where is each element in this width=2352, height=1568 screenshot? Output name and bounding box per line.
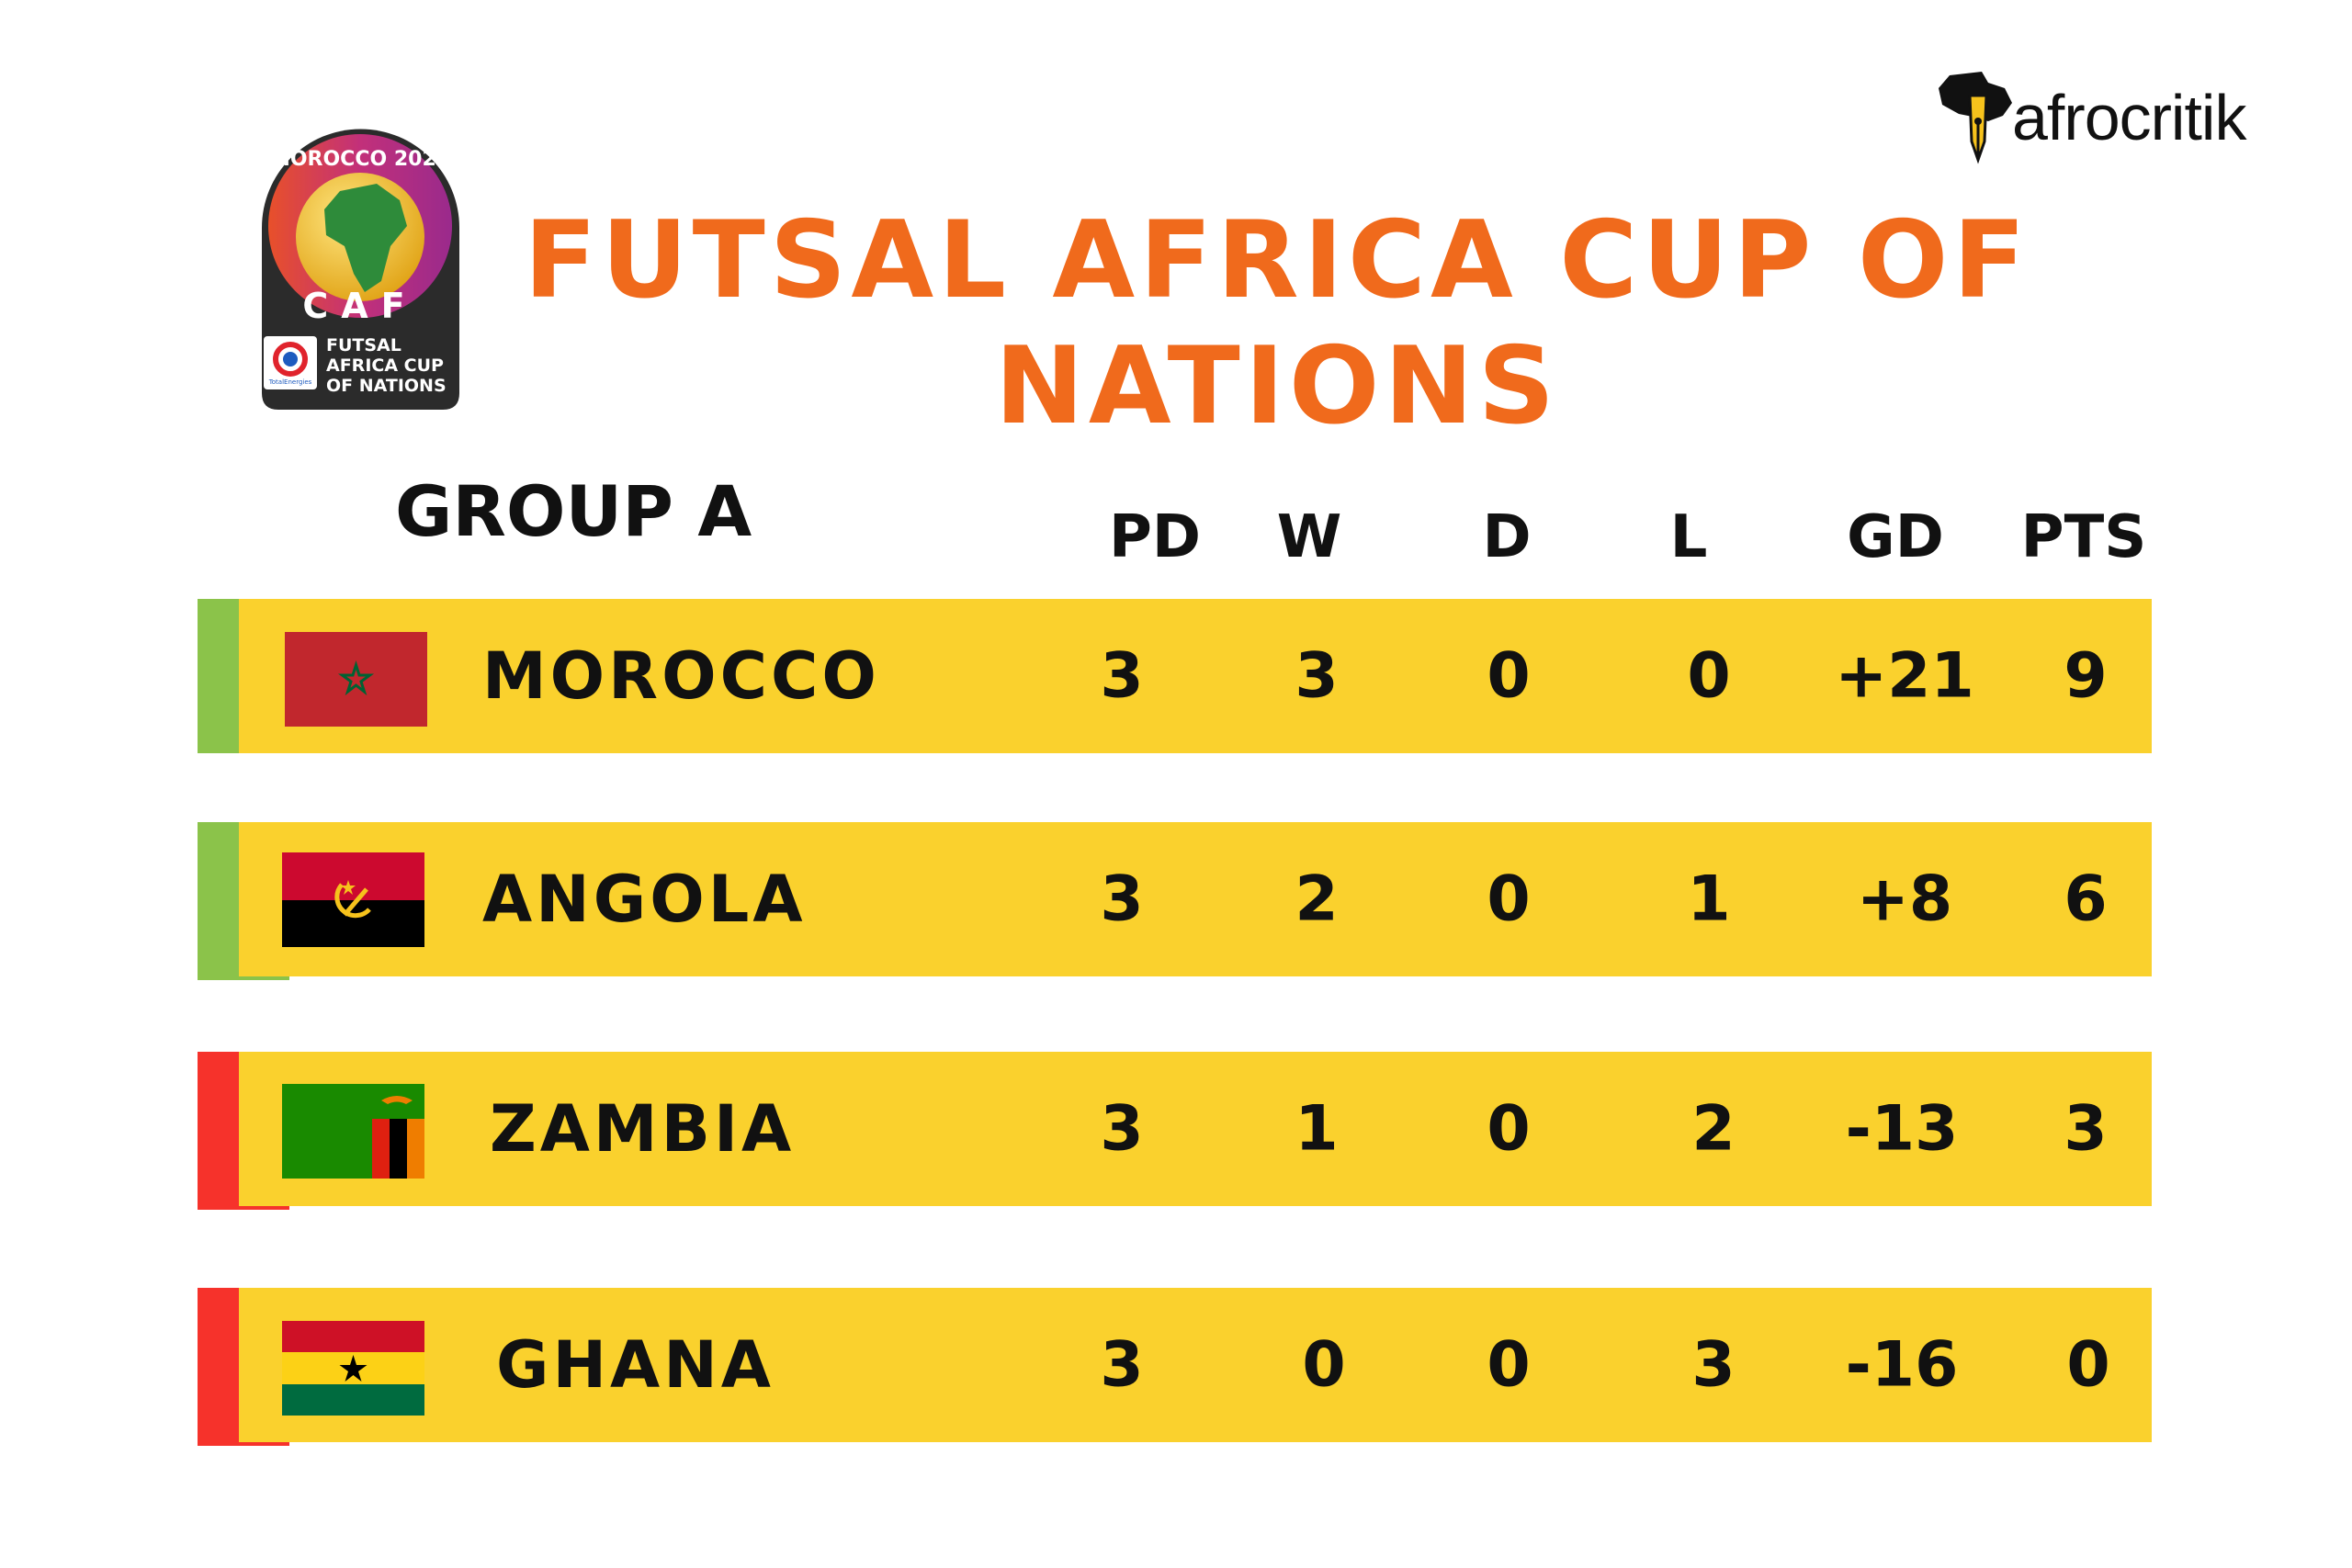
cell-w: 3: [1295, 639, 1339, 713]
zambia-flag-icon: [282, 1084, 424, 1179]
logo-arc-text: MOROCCO 2024: [270, 148, 450, 171]
logo-line3: OF NATIONS: [326, 376, 447, 396]
status-bar: [198, 1052, 239, 1206]
status-bar: [198, 822, 239, 976]
status-underline: [198, 976, 289, 980]
caf-futsal-logo: MOROCCO 2024 CAF TotalEnergies FUTSAL AF…: [253, 118, 469, 412]
team-name: ZAMBIA: [490, 1091, 796, 1167]
title-line-1: FUTSAL AFRICA CUP OF: [524, 198, 2030, 322]
cell-l: 0: [1687, 639, 1731, 713]
cell-l: 2: [1691, 1092, 1736, 1166]
cell-gd: +8: [1856, 863, 1953, 936]
status-underline: [198, 1442, 289, 1446]
cell-pd: 3: [1100, 1328, 1144, 1402]
cell-d: 0: [1487, 863, 1531, 936]
africa-pen-icon: [1931, 68, 2018, 178]
cell-d: 0: [1487, 1328, 1531, 1402]
table-row: ZAMBIA 3 1 0 2 -13 3: [198, 1052, 2152, 1210]
team-name: GHANA: [496, 1327, 775, 1403]
col-header-gd: GD: [1847, 503, 1944, 571]
cell-pts: 3: [2064, 1092, 2108, 1166]
title-line-2: NATIONS: [994, 324, 1560, 448]
col-header-d: D: [1482, 503, 1532, 571]
cell-gd: -16: [1845, 1328, 1959, 1402]
table-row: MOROCCO 3 3 0 0 +21 9: [198, 599, 2152, 753]
cell-pd: 3: [1100, 1092, 1144, 1166]
col-header-l: L: [1669, 503, 1708, 571]
status-bar: [198, 599, 239, 753]
cell-pd: 3: [1100, 639, 1144, 713]
cell-w: 0: [1302, 1328, 1346, 1402]
ghana-flag-icon: [282, 1321, 424, 1416]
col-header-w: W: [1276, 503, 1342, 571]
status-bar: [198, 1288, 239, 1442]
logo-line1: FUTSAL: [326, 335, 401, 355]
cell-gd: -13: [1845, 1092, 1959, 1166]
brand-name: afrocritik: [2012, 82, 2246, 153]
cell-w: 2: [1295, 863, 1339, 936]
group-title: GROUP A: [395, 470, 752, 552]
cell-gd: +21: [1835, 639, 1974, 713]
afrocritik-brand: afrocritik: [1931, 68, 2317, 178]
cell-d: 0: [1487, 639, 1531, 713]
logo-sponsor: TotalEnergies: [268, 378, 312, 386]
cell-l: 1: [1687, 863, 1731, 936]
page-title: FUTSAL AFRICA CUP OF NATIONS: [514, 197, 2040, 449]
team-name: MOROCCO: [482, 638, 880, 714]
team-name: ANGOLA: [482, 862, 807, 937]
col-header-pd: PD: [1108, 503, 1202, 571]
table-row: GHANA 3 0 0 3 -16 0: [198, 1288, 2152, 1446]
morocco-flag-icon: [285, 632, 427, 727]
cell-d: 0: [1487, 1092, 1531, 1166]
col-header-pts: PTS: [2020, 503, 2147, 571]
logo-line2: AFRICA CUP: [326, 355, 444, 376]
cell-pts: 6: [2064, 863, 2108, 936]
cell-pts: 0: [2066, 1328, 2110, 1402]
cell-pts: 9: [2064, 639, 2108, 713]
table-row: ANGOLA 3 2 0 1 +8 6: [198, 822, 2152, 980]
cell-w: 1: [1295, 1092, 1339, 1166]
cell-l: 3: [1691, 1328, 1736, 1402]
status-underline: [198, 1206, 289, 1210]
cell-pd: 3: [1100, 863, 1144, 936]
angola-flag-icon: [282, 852, 424, 947]
logo-org-text: CAF: [302, 286, 417, 326]
